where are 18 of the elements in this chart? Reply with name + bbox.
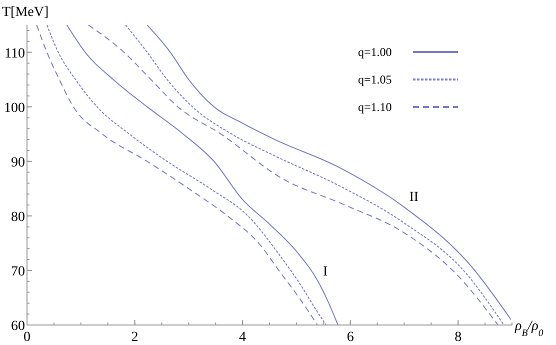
legend-label: q=1.05 — [358, 72, 392, 86]
y-tick-label: 110 — [4, 46, 25, 62]
y-axis-title: T[MeV] — [2, 5, 49, 20]
x-tick-label: 0 — [24, 330, 30, 345]
y-tick-label: 70 — [11, 264, 25, 280]
x-axis-title: ρ$_{B}$/ρ$_{0}$ — [514, 319, 544, 338]
annotation: II — [409, 190, 419, 206]
y-tick-label: 90 — [11, 155, 25, 170]
x-tick-label: 8 — [454, 330, 462, 345]
legend-label: q=1.10 — [358, 100, 392, 114]
x-tick-label: 6 — [346, 330, 354, 345]
x-tick-label: 2 — [131, 330, 138, 345]
legend-label: q=1.00 — [358, 45, 392, 59]
x-tick-label: 4 — [239, 330, 246, 345]
annotation: I — [323, 264, 328, 280]
y-tick-label: 100 — [4, 100, 25, 116]
y-tick-label: 60 — [11, 319, 25, 334]
y-tick-label: 80 — [11, 210, 25, 225]
